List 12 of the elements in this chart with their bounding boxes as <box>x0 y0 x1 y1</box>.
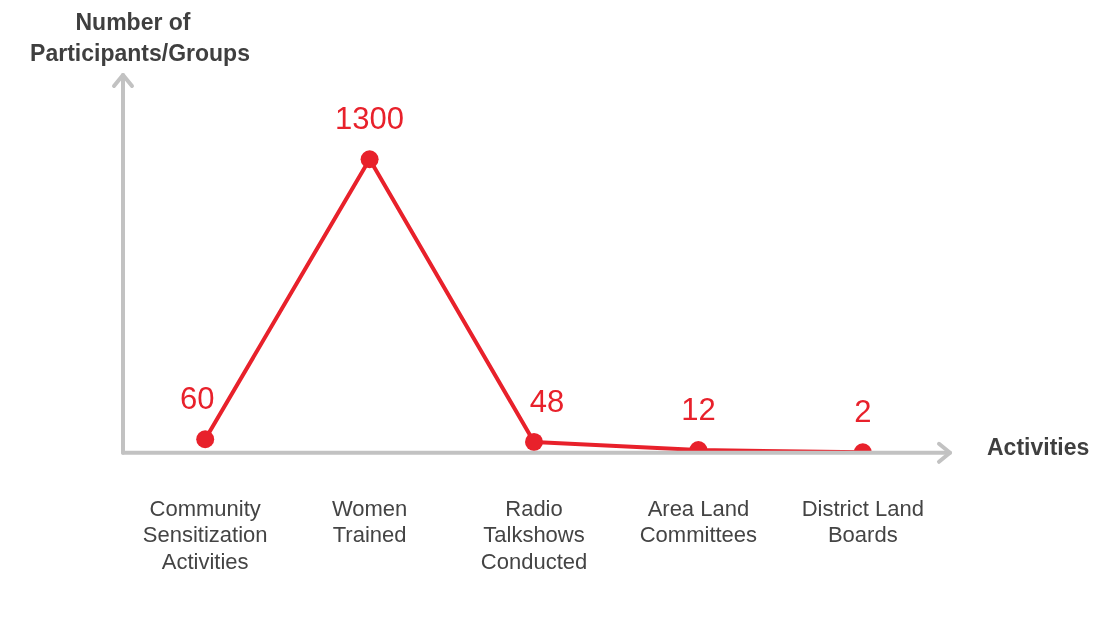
data-label: 2 <box>854 394 872 430</box>
x-tick-label: District Land Boards <box>801 496 924 548</box>
data-label: 60 <box>179 381 215 417</box>
data-label: 48 <box>529 383 565 419</box>
y-axis-title: Number of Participants/Groups <box>30 9 250 66</box>
x-tick-label: Women Trained <box>331 496 408 548</box>
x-tick-label: Community Sensitization Activities <box>142 496 268 574</box>
data-label: 1300 <box>335 101 405 137</box>
x-axis-title: Activities <box>987 434 1090 461</box>
data-label: 12 <box>681 392 716 428</box>
x-tick-label: Area Land Committees <box>639 496 758 548</box>
x-tick-label: Radio Talkshows Conducted <box>480 496 588 574</box>
